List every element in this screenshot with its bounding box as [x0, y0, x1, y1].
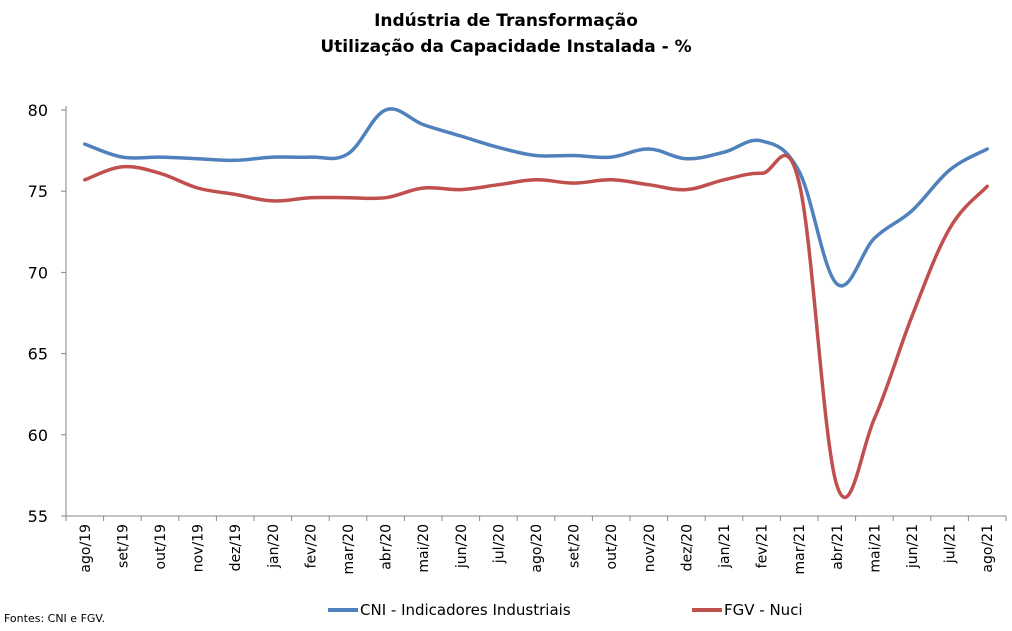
legend-item-cni: CNI - Indicadores Industriais — [328, 601, 571, 619]
x-tick-label: jan/20 — [266, 524, 282, 569]
y-tick-label: 60 — [28, 426, 48, 445]
x-tick-label: set/19 — [115, 524, 131, 568]
x-tick-label: abr/21 — [830, 524, 846, 570]
x-tick-label: jan/21 — [717, 524, 733, 569]
y-tick-label: 70 — [28, 263, 48, 282]
legend-item-fgv: FGV - Nuci — [692, 601, 803, 619]
x-tick-labels: ago/19 set/19 out/19 nov/19 dez/19 jan/20 fev/… — [78, 524, 996, 575]
x-tick-label: jun/21 — [905, 524, 921, 569]
series-line-cni — [83, 107, 989, 288]
chart-title: Indústria de Transformação — [374, 11, 638, 31]
series-line-fgv — [83, 153, 989, 499]
x-tick-label: mai/20 — [416, 524, 432, 573]
x-tick-label: ago/20 — [529, 524, 545, 573]
x-tick-label: out/19 — [153, 524, 169, 569]
axes — [61, 106, 1007, 521]
y-tick-label: 75 — [28, 182, 48, 201]
x-tick-label: nov/20 — [642, 524, 658, 572]
x-tick-label: dez/19 — [228, 524, 244, 571]
x-tick-label: dez/20 — [679, 524, 695, 571]
x-tick-label: nov/19 — [191, 524, 207, 572]
x-tick-label: mai/21 — [867, 524, 883, 573]
x-tick-label: fev/20 — [303, 524, 319, 568]
x-tick-label: out/20 — [604, 524, 620, 569]
legend-swatch-cni — [328, 608, 358, 612]
x-tick-label: jul/20 — [491, 524, 507, 564]
x-tick-label: fev/21 — [755, 524, 771, 568]
chart-title-block: Indústria de Transformação Utilização da… — [0, 8, 1012, 60]
source-note: Fontes: CNI e FGV. — [4, 612, 106, 625]
legend-label-cni: CNI - Indicadores Industriais — [360, 601, 571, 619]
x-tick-label: ago/19 — [78, 524, 94, 573]
y-tick-label: 65 — [28, 345, 48, 364]
x-tick-label: set/20 — [567, 524, 583, 568]
legend-label-fgv: FGV - Nuci — [724, 601, 803, 619]
x-tick-label: abr/20 — [379, 524, 395, 570]
x-tick-label: jun/20 — [454, 524, 470, 569]
legend-swatch-fgv — [692, 608, 722, 612]
y-tick-label: 80 — [28, 101, 48, 120]
x-tick-label: mar/21 — [792, 524, 808, 575]
chart-subtitle: Utilização da Capacidade Instalada - % — [320, 37, 692, 57]
y-tick-labels: 55 60 65 70 75 80 — [28, 101, 48, 526]
series-lines — [83, 107, 989, 499]
y-tick-label: 55 — [28, 507, 48, 526]
x-tick-label: ago/21 — [980, 524, 996, 573]
x-tick-label: mar/20 — [341, 524, 357, 575]
x-tick-label: jul/21 — [943, 524, 959, 564]
